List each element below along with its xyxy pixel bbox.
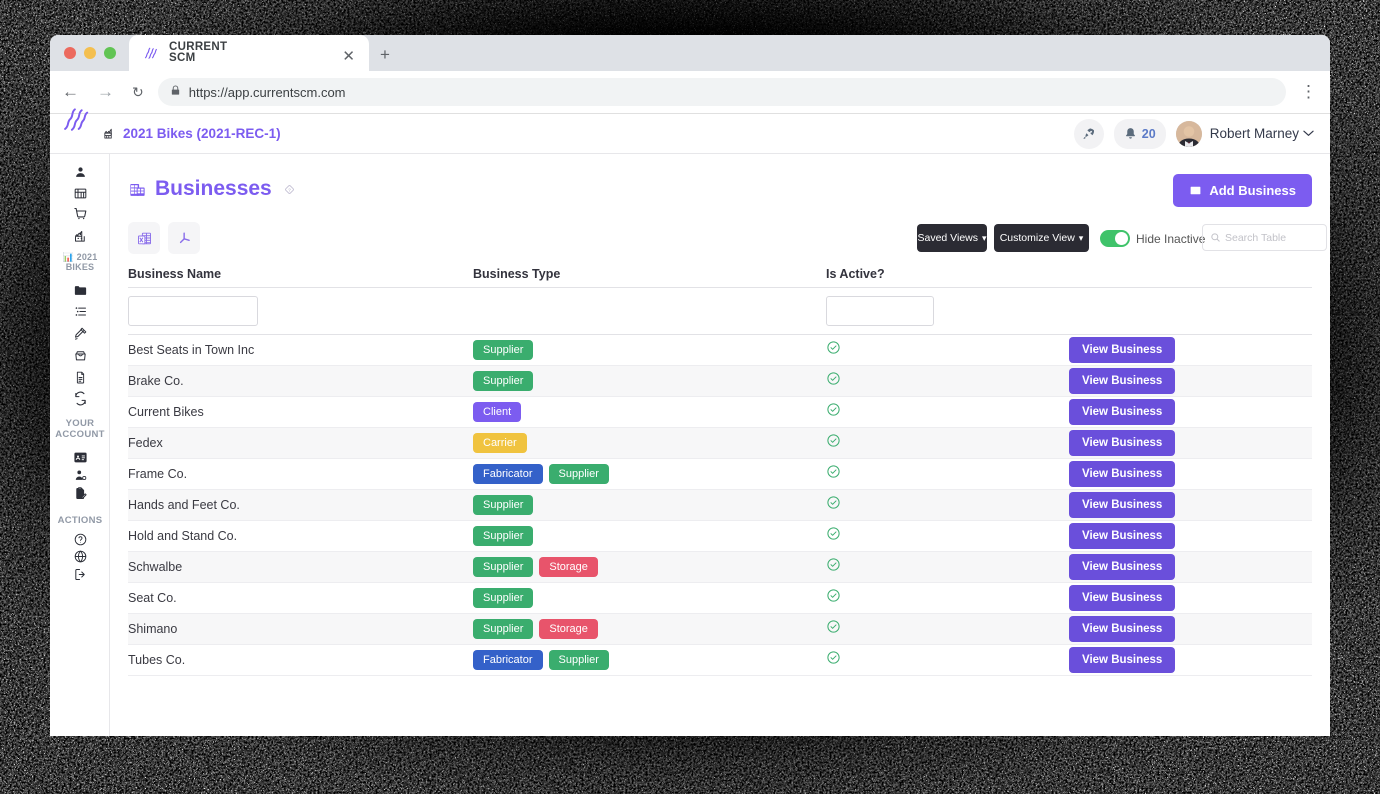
svg-text:?: ? (288, 187, 291, 192)
